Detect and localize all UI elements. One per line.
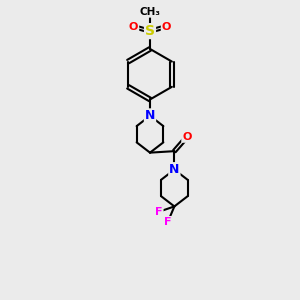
Text: O: O [182, 132, 191, 142]
Text: O: O [162, 22, 171, 32]
Text: CH₃: CH₃ [140, 7, 160, 17]
Text: O: O [129, 22, 138, 32]
Text: F: F [164, 217, 172, 227]
Text: N: N [169, 163, 180, 176]
Text: N: N [145, 109, 155, 122]
Text: F: F [155, 207, 163, 217]
Text: S: S [145, 24, 155, 38]
